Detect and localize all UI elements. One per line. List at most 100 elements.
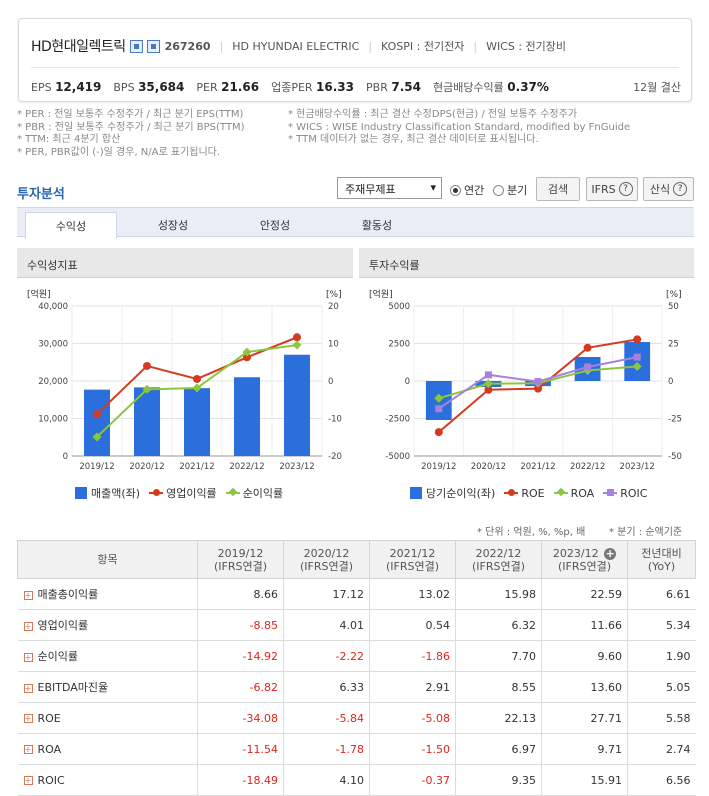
row-label-cell[interactable]: + 순이익률 [17,640,198,672]
radio-quarter[interactable]: 분기 [493,182,527,198]
tab-activity[interactable]: 활동성 [361,219,393,232]
y2-tick-label: 0 [328,377,333,387]
table-body: + 매출총이익률 8.66 17.12 13.02 15.98 22.59 6.61 + 영업이익… [17,578,696,796]
bar [624,342,651,381]
table-cell: -8.85 [197,609,284,641]
legend-item[interactable]: 매출액(좌) [75,485,140,501]
line-point [142,384,152,394]
row-label-cell[interactable]: + EBITDA마진율 [17,671,198,703]
expand-icon[interactable]: + [23,714,33,723]
table-row[interactable]: + 순이익률 -14.92 -2.22 -1.86 7.70 9.60 1.90 [17,640,696,672]
row-label-cell[interactable]: + ROA [17,733,198,765]
y-tick-label: 0 [63,452,68,462]
ifrs-help-button[interactable]: IFRS ? [586,177,638,201]
legend-swatch [603,489,618,496]
legend-item[interactable]: ROA [553,487,594,500]
legend-item[interactable]: 당기순이익(좌) [410,485,495,501]
table-row[interactable]: + ROE -34.08 -5.84 -5.08 22.13 27.71 5.58 [17,702,696,734]
table-header-row: 항목 2019/12 (IFRS연결) 2020/12 (IFRS연결) 2021/… [17,540,696,579]
line-point [92,432,102,442]
ifrs-button-label: IFRS [591,182,616,196]
row-label: EBITDA마진율 [37,681,109,694]
company-title-row: HD현대일렉트릭 267260 | HD HYUNDAI ELECTRIC | … [31,36,566,56]
footnotes-right: * 현금배당수익률 : 최근 결산 수정DPS(현금) / 전일 보통주 수정주… [288,109,698,147]
settlement-month: 12월 결산 [633,81,681,94]
formula-help-button[interactable]: 산식 ? [643,177,694,201]
legend-item[interactable]: ROIC [603,487,647,500]
x-tick-label: 2023/12 [279,462,314,472]
search-button[interactable]: 검색 [536,177,580,201]
panel-title-profitability: 수익성지표 [17,248,353,278]
section-title: 투자분석 [17,187,65,202]
legend-label: ROIC [620,486,648,500]
ir-icon[interactable] [146,39,160,53]
legend-returns: 당기순이익(좌) ROE ROA ROIC [410,485,656,501]
table-cell: 9.35 [455,764,542,796]
line-point [484,385,493,394]
expand-icon[interactable]: + [23,621,33,631]
column-header-yoy: 전년대비 (YoY) [627,540,696,579]
y-tick-label: 30,000 [38,340,68,350]
add-column-icon[interactable]: + [604,546,617,560]
legend-swatch [75,487,87,499]
bar [184,388,210,456]
tab-profitability[interactable]: 수익성 [25,212,117,239]
home-icon[interactable] [129,39,143,53]
formula-button-label: 산식 [649,183,671,196]
legend-item[interactable]: ROE [504,487,545,500]
table-cell: 17.12 [283,578,370,610]
row-label-cell[interactable]: + 매출총이익률 [17,578,198,610]
legend-swatch [553,492,568,494]
tab-stability[interactable]: 안정성 [259,219,291,232]
y2-tick-label: 25 [668,340,679,350]
legend-label: 당기순이익(좌) [426,487,496,500]
legend-item[interactable]: 영업이익률 [149,485,217,501]
x-tick-label: 2021/12 [179,462,214,472]
footnote: * TTM: 최근 4분기 합산 [17,134,121,145]
expand-icon[interactable]: + [23,683,33,693]
panel-title-returns: 투자수익률 [359,248,694,278]
table-cell: -1.50 [369,733,456,765]
table-cell: 4.01 [283,609,370,641]
row-label-cell[interactable]: + ROIC [17,764,198,796]
row-label-cell[interactable]: + 영업이익률 [17,609,198,641]
table-row[interactable]: + 매출총이익률 8.66 17.12 13.02 15.98 22.59 6.61 [17,578,696,610]
table-row[interactable]: + ROIC -18.49 4.10 -0.37 9.35 15.91 6.56 [17,764,696,796]
table-cell: 27.71 [541,702,628,734]
y2-tick-label: 10 [328,340,339,350]
table-row[interactable]: + ROA -11.54 -1.78 -1.50 6.97 9.71 2.74 [17,733,696,765]
help-icon: ? [673,182,688,196]
y2-tick-label: -50 [668,452,682,462]
statement-select[interactable]: 주재무제표 [337,177,442,199]
expand-icon[interactable]: + [23,590,33,600]
table-cell: 2.91 [369,671,456,703]
expand-icon[interactable]: + [23,652,33,662]
table-row[interactable]: + EBITDA마진율 -6.82 6.33 2.91 8.55 13.60 5.05 [17,671,696,703]
divider: | [219,39,224,53]
table-cell: -1.86 [369,640,456,672]
legend-item[interactable]: 순이익률 [225,485,283,501]
table-row[interactable]: + 영업이익률 -8.85 4.01 0.54 6.32 11.66 5.34 [17,609,696,641]
row-label: 영업이익률 [37,619,89,632]
legend-swatch [149,489,164,496]
line-point [293,333,301,342]
tab-growth[interactable]: 성장성 [157,219,189,232]
help-icon: ? [618,182,633,196]
x-tick-label: 2019/12 [421,462,456,472]
table-cell: -34.08 [197,702,284,734]
line-point [435,405,443,413]
row-label-cell[interactable]: + ROE [17,702,198,734]
footnote: * WICS : WISE Industry Classification St… [288,121,631,133]
table-cell: 6.32 [455,609,542,641]
table-cell: 5.58 [627,702,696,734]
y-tick-label: 0 [405,377,410,387]
expand-icon[interactable]: + [23,745,33,754]
expand-icon[interactable]: + [23,776,33,785]
table-cell: 6.33 [283,671,370,703]
line-point [292,340,302,350]
table-cell: -18.49 [197,764,284,796]
radio-annual[interactable]: 연간 [450,182,484,198]
bar [84,389,110,456]
search-button-label: 검색 [547,183,569,196]
